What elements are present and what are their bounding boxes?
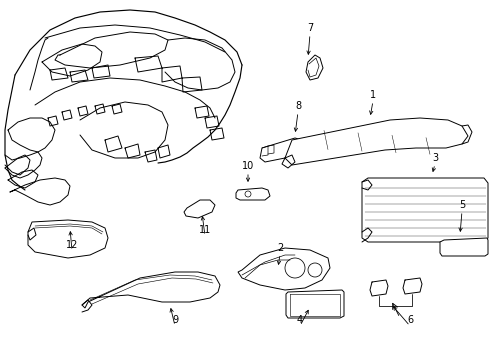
Circle shape — [308, 263, 322, 277]
Circle shape — [245, 191, 251, 197]
Polygon shape — [286, 290, 344, 318]
Polygon shape — [285, 118, 468, 165]
Text: 3: 3 — [432, 153, 438, 163]
Text: 9: 9 — [172, 315, 178, 325]
Polygon shape — [82, 272, 220, 308]
Text: 4: 4 — [297, 315, 303, 325]
Polygon shape — [236, 188, 270, 200]
Polygon shape — [184, 200, 215, 218]
Polygon shape — [440, 238, 488, 256]
Text: 5: 5 — [459, 200, 465, 210]
Text: 1: 1 — [370, 90, 376, 100]
Text: 11: 11 — [199, 225, 211, 235]
Text: 8: 8 — [295, 101, 301, 111]
Polygon shape — [238, 248, 330, 290]
Polygon shape — [306, 55, 323, 80]
Text: 6: 6 — [407, 315, 413, 325]
Polygon shape — [362, 178, 488, 242]
Text: 12: 12 — [66, 240, 78, 250]
Polygon shape — [28, 220, 108, 258]
Text: 10: 10 — [242, 161, 254, 171]
Text: 2: 2 — [277, 243, 283, 253]
Circle shape — [285, 258, 305, 278]
Text: 7: 7 — [307, 23, 313, 33]
Polygon shape — [260, 138, 305, 162]
